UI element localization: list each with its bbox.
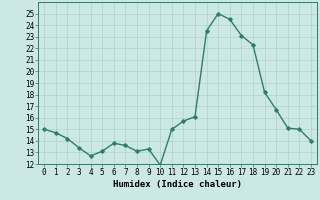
X-axis label: Humidex (Indice chaleur): Humidex (Indice chaleur) [113, 180, 242, 189]
